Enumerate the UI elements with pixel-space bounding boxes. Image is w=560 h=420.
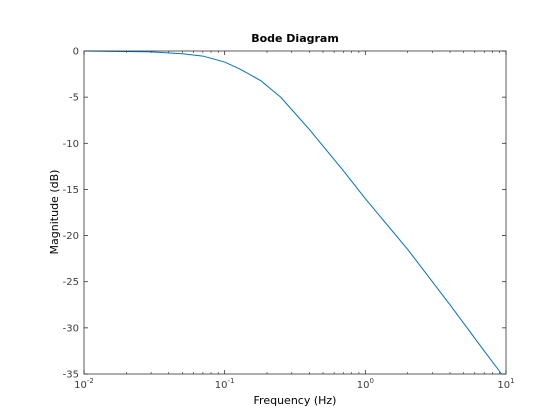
y-axis-label: Magnitude (dB) xyxy=(48,170,61,255)
x-tick-label: 10-1 xyxy=(215,377,235,391)
y-tick-label: 0 xyxy=(73,47,79,58)
x-tick-label: 100 xyxy=(357,377,374,391)
x-tick-exponent: -1 xyxy=(228,377,235,385)
x-tick-base: 10 xyxy=(497,380,510,391)
x-tick-label: 101 xyxy=(497,377,514,391)
x-tick-exponent: 1 xyxy=(510,377,514,385)
x-tick-base: 10 xyxy=(74,380,87,391)
axes-background xyxy=(84,51,506,374)
x-tick-base: 10 xyxy=(215,380,228,391)
x-tick-exponent: 0 xyxy=(369,377,373,385)
chart-title: Bode Diagram xyxy=(251,32,339,45)
y-tick-label: -15 xyxy=(63,185,79,196)
y-tick-label: -10 xyxy=(63,139,79,150)
y-tick-label: -35 xyxy=(63,370,79,381)
magnitude-line xyxy=(83,50,502,375)
x-axis-label: Frequency (Hz) xyxy=(254,394,337,407)
y-tick-label: -20 xyxy=(63,231,79,242)
x-tick-exponent: -2 xyxy=(87,377,94,385)
x-tick-label: 10-2 xyxy=(74,377,94,391)
axes-box xyxy=(83,50,507,375)
series-layer xyxy=(83,50,502,375)
y-tick-label: -30 xyxy=(63,323,79,334)
y-tick-label: -25 xyxy=(63,277,79,288)
y-tick-label: -5 xyxy=(69,93,79,104)
x-tick-base: 10 xyxy=(357,380,370,391)
